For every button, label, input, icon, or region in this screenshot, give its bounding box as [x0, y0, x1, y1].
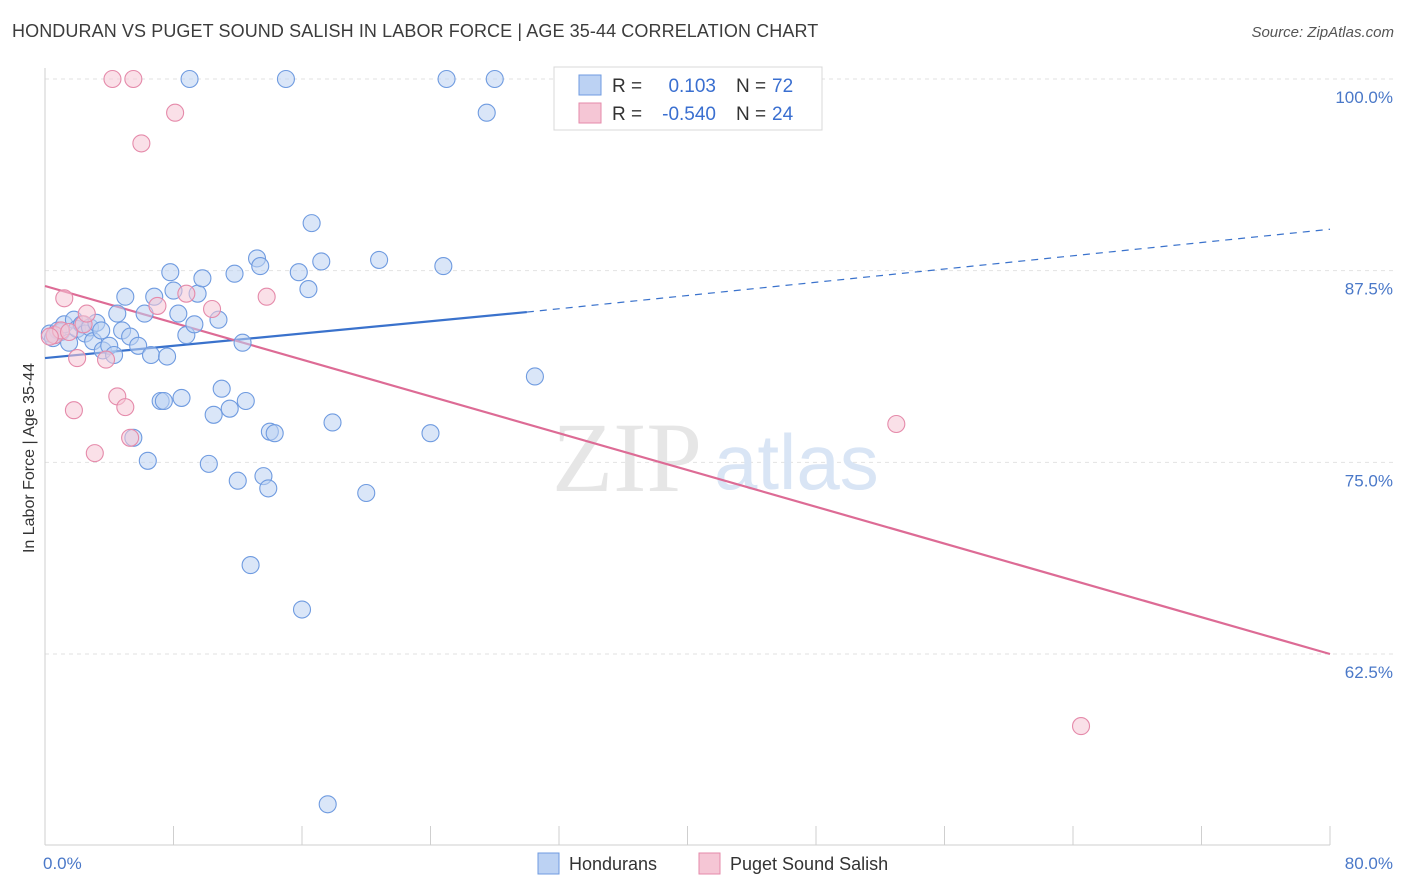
puget-point-5: [68, 349, 87, 368]
puget-point-8: [85, 444, 104, 463]
puget-point-22: [1071, 717, 1091, 736]
honduran-point-42: [212, 379, 231, 398]
legend-swatch-puget: [578, 102, 602, 124]
puget-point-11: [116, 398, 135, 417]
honduran-point-39: [199, 454, 218, 473]
honduran-point-25: [141, 345, 161, 365]
legend-n-value-2: 24: [772, 104, 794, 125]
honduran-point-29: [158, 347, 177, 366]
honduran-point-55: [276, 69, 295, 89]
axes: [44, 68, 1331, 846]
honduran-point-69: [485, 69, 504, 89]
puget-point-20: [257, 287, 276, 306]
correlation-legend: R = 0.103 N = 72 R = -0.540 N = 24: [553, 66, 823, 131]
y-tick-labels: 62.5% 75.0% 87.5% 100.0%: [1335, 88, 1393, 682]
honduran-point-22: [129, 336, 148, 355]
honduran-trend-line: [44, 310, 527, 360]
honduran-point-70: [525, 367, 544, 386]
honduran-point-17: [108, 304, 127, 323]
puget-point-15: [132, 134, 151, 153]
honduran-point-33: [172, 388, 191, 407]
watermark: ZIP atlas: [552, 402, 879, 513]
honduran-point-66: [434, 257, 453, 276]
puget-point-2: [55, 289, 74, 308]
puget-point-19: [203, 299, 222, 319]
puget-point-21: [887, 414, 906, 434]
honduran-point-50: [251, 257, 270, 276]
series-legend: Hondurans Puget Sound Salish: [537, 852, 888, 875]
legend-r-value-1: 0.103: [668, 76, 716, 97]
honduran-point-35: [180, 69, 199, 89]
puget-point-13: [103, 69, 122, 89]
chart-title: HONDURAN VS PUGET SOUND SALISH IN LABOR …: [12, 21, 819, 41]
data-points: [40, 69, 1091, 814]
legend-hondurans-label: Hondurans: [569, 854, 657, 874]
y-tick-label-2: 87.5%: [1345, 280, 1393, 299]
legend-r-label-2: R =: [612, 104, 642, 125]
watermark-zip: ZIP: [552, 402, 702, 513]
watermark-atlas: atlas: [714, 418, 879, 506]
puget-point-7: [77, 304, 96, 323]
y-tick-label-3: 100.0%: [1335, 88, 1393, 107]
honduran-point-52: [259, 479, 278, 498]
honduran-point-54: [265, 424, 284, 443]
honduran-point-48: [241, 556, 260, 575]
honduran-point-57: [292, 600, 312, 619]
puget-trend-line: [44, 284, 1331, 656]
honduran-trend-projection: [526, 228, 1331, 313]
honduran-point-19: [116, 287, 135, 306]
puget-point-14: [124, 69, 143, 89]
legend-swatch-hondurans: [578, 74, 602, 96]
puget-point-4: [64, 401, 83, 420]
x-tick-labels: 0.0% 80.0%: [43, 854, 1393, 873]
honduran-point-38: [193, 269, 212, 288]
honduran-point-59: [302, 214, 321, 233]
honduran-point-67: [437, 69, 456, 89]
honduran-point-43: [220, 399, 239, 418]
honduran-point-63: [357, 483, 376, 503]
puget-point-9: [96, 350, 116, 369]
source-credit: Source: ZipAtlas.com: [1251, 24, 1394, 41]
puget-point-17: [166, 103, 185, 122]
x-tick-label-0: 0.0%: [43, 854, 82, 873]
honduran-point-44: [225, 264, 244, 283]
honduran-point-30: [161, 263, 180, 282]
y-tick-label-1: 75.0%: [1345, 471, 1393, 490]
puget-point-12: [121, 428, 140, 447]
honduran-point-40: [204, 405, 223, 424]
honduran-point-58: [299, 280, 318, 299]
honduran-point-36: [185, 315, 204, 334]
legend-swatch-hondurans-bottom: [537, 852, 560, 875]
honduran-point-47: [236, 391, 255, 411]
puget-point-23: [40, 327, 59, 346]
legend-n-value-1: 72: [772, 76, 793, 97]
puget-point-3: [60, 322, 79, 342]
puget-point-16: [148, 296, 167, 315]
honduran-point-13: [92, 321, 111, 340]
y-tick-label-0: 62.5%: [1345, 663, 1393, 682]
legend-swatch-puget-bottom: [698, 852, 721, 875]
legend-n-label-2: N =: [736, 104, 766, 125]
x-tick-label-1: 80.0%: [1345, 854, 1393, 873]
honduran-point-60: [312, 252, 331, 271]
honduran-point-61: [318, 795, 337, 814]
y-axis-title: In Labor Force | Age 35-44: [21, 363, 38, 553]
honduran-point-56: [289, 263, 308, 282]
honduran-point-65: [421, 424, 440, 443]
puget-point-18: [177, 284, 196, 303]
honduran-point-45: [228, 471, 247, 490]
honduran-point-62: [323, 413, 342, 432]
legend-r-value-2: -0.540: [662, 104, 716, 125]
honduran-point-28: [154, 391, 173, 411]
legend-n-label-1: N =: [736, 76, 766, 97]
honduran-point-64: [370, 250, 389, 269]
honduran-point-46: [233, 333, 252, 352]
trend-lines: [44, 228, 1331, 656]
honduran-point-68: [477, 103, 496, 122]
honduran-point-32: [169, 304, 188, 323]
honduran-point-24: [138, 451, 157, 470]
legend-r-label-1: R =: [612, 76, 642, 97]
legend-puget-label: Puget Sound Salish: [730, 854, 888, 874]
